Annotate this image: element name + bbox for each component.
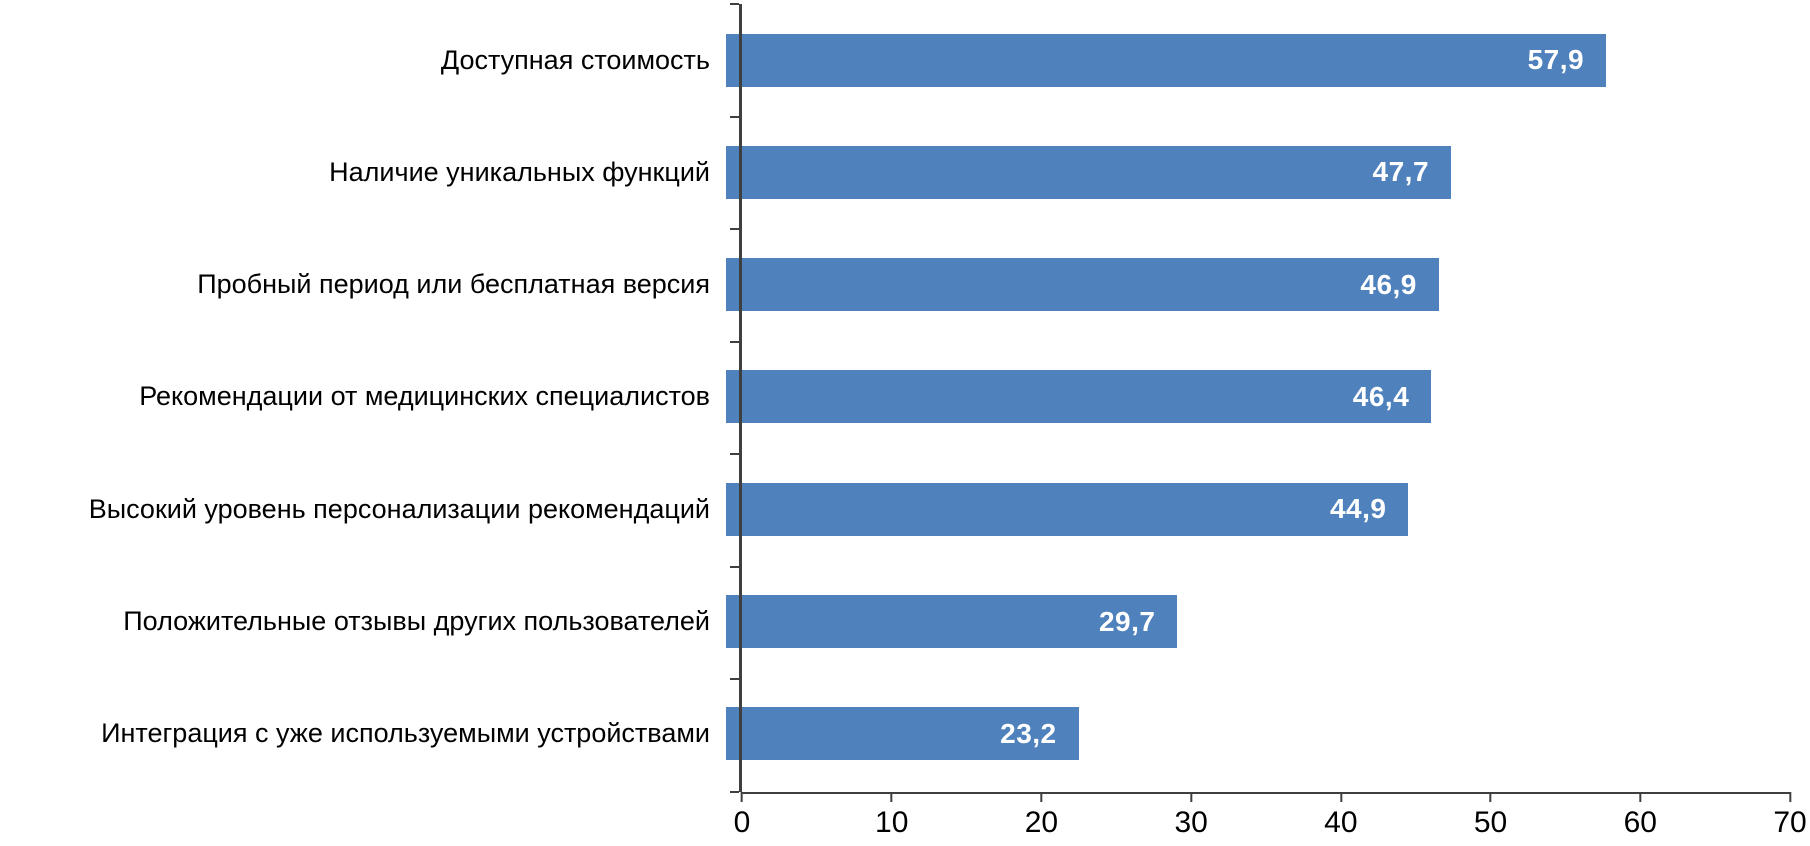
- y-axis-tick: [730, 678, 739, 681]
- bar: 23,2: [726, 707, 1079, 761]
- bar-value-label: 57,9: [1527, 44, 1585, 76]
- chart-row: Интеграция с уже используемыми устройств…: [0, 678, 1790, 790]
- x-axis-tick-mark: [1040, 792, 1043, 802]
- bar-area: 47,7: [726, 116, 1790, 228]
- x-axis-tick: 40: [1324, 792, 1358, 840]
- bar-value-label: 23,2: [1000, 717, 1057, 749]
- bar: 29,7: [726, 595, 1178, 649]
- bar: 46,4: [726, 370, 1432, 424]
- bar-value-label: 46,4: [1352, 380, 1410, 412]
- bar-area: 44,9: [726, 453, 1790, 565]
- bar: 47,7: [726, 145, 1452, 199]
- bar-area: 46,4: [726, 341, 1790, 453]
- bar-area: 29,7: [726, 565, 1790, 677]
- x-axis-tick-label: 30: [1174, 806, 1208, 839]
- y-axis-tick: [730, 791, 739, 793]
- category-label: Высокий уровень персонализации рекоменда…: [88, 493, 710, 524]
- y-axis-tick: [730, 3, 739, 5]
- x-axis-tick: 60: [1624, 792, 1657, 840]
- bar: 57,9: [726, 33, 1607, 87]
- y-axis-tick: [730, 115, 739, 118]
- bar-area: 23,2: [726, 678, 1790, 790]
- x-axis: 0 10 20 30 40 50 60 70: [734, 792, 1807, 842]
- x-axis-tick-mark: [1339, 792, 1342, 802]
- bar-area: 57,9: [726, 4, 1790, 116]
- chart-row: Доступная стоимость 57,9: [0, 4, 1790, 116]
- x-axis-tick-mark: [1789, 792, 1791, 802]
- x-axis-tick: 30: [1174, 792, 1208, 840]
- chart-rows: Доступная стоимость 57,9 Наличие уникальны…: [0, 4, 1790, 790]
- x-axis-tick-mark: [1489, 792, 1492, 802]
- chart-row: Наличие уникальных функций 47,7: [0, 116, 1790, 228]
- bar: 44,9: [726, 482, 1409, 536]
- category-label: Интеграция с уже используемыми устройств…: [101, 718, 710, 749]
- category-label: Пробный период или бесплатная версия: [197, 269, 710, 300]
- x-axis-tick-mark: [890, 792, 893, 802]
- x-axis-tick: 10: [875, 792, 908, 840]
- category-label: Наличие уникальных функций: [329, 156, 710, 187]
- x-axis-line: [742, 792, 1790, 794]
- bar-value-label: 44,9: [1329, 493, 1387, 525]
- bar-value-label: 29,7: [1098, 605, 1156, 637]
- y-axis-tick: [730, 340, 739, 343]
- y-axis-tick: [730, 565, 739, 568]
- y-axis-tick: [730, 228, 739, 231]
- x-axis-tick-label: 20: [1024, 806, 1059, 839]
- category-label: Рекомендации от медицинских специалистов: [139, 381, 710, 412]
- chart-row: Положительные отзывы других пользователе…: [0, 565, 1790, 677]
- x-axis-tick-label: 70: [1773, 806, 1807, 839]
- chart-row: Высокий уровень персонализации рекоменда…: [0, 453, 1790, 565]
- bar-area: 46,9: [726, 229, 1790, 341]
- y-axis-tick: [730, 453, 739, 456]
- x-axis-tick-label: 40: [1324, 806, 1358, 839]
- x-axis-tick-mark: [1639, 792, 1642, 802]
- x-axis-tick-mark: [741, 792, 743, 802]
- category-label: Доступная стоимость: [440, 44, 710, 75]
- bar-value-label: 47,7: [1372, 156, 1430, 188]
- chart-row: Пробный период или бесплатная версия 46,9: [0, 229, 1790, 341]
- x-axis-tick: 0: [733, 792, 751, 840]
- x-axis-tick: 70: [1773, 792, 1807, 840]
- y-axis-line: [739, 4, 742, 792]
- category-label: Положительные отзывы других пользователе…: [123, 606, 710, 637]
- bar-value-label: 46,9: [1360, 268, 1417, 300]
- x-axis-tick-label: 10: [875, 806, 909, 839]
- y-axis-ticks: [730, 3, 742, 793]
- x-axis-tick-label: 60: [1623, 806, 1657, 839]
- chart-row: Рекомендации от медицинских специалистов…: [0, 341, 1790, 453]
- bar: 46,9: [726, 258, 1439, 312]
- x-axis-tick-mark: [1190, 792, 1193, 802]
- x-axis-tick: 50: [1474, 792, 1507, 840]
- x-axis-tick-label: 0: [733, 806, 751, 839]
- x-axis-tick: 20: [1025, 792, 1058, 840]
- x-axis-tick-label: 50: [1473, 806, 1508, 839]
